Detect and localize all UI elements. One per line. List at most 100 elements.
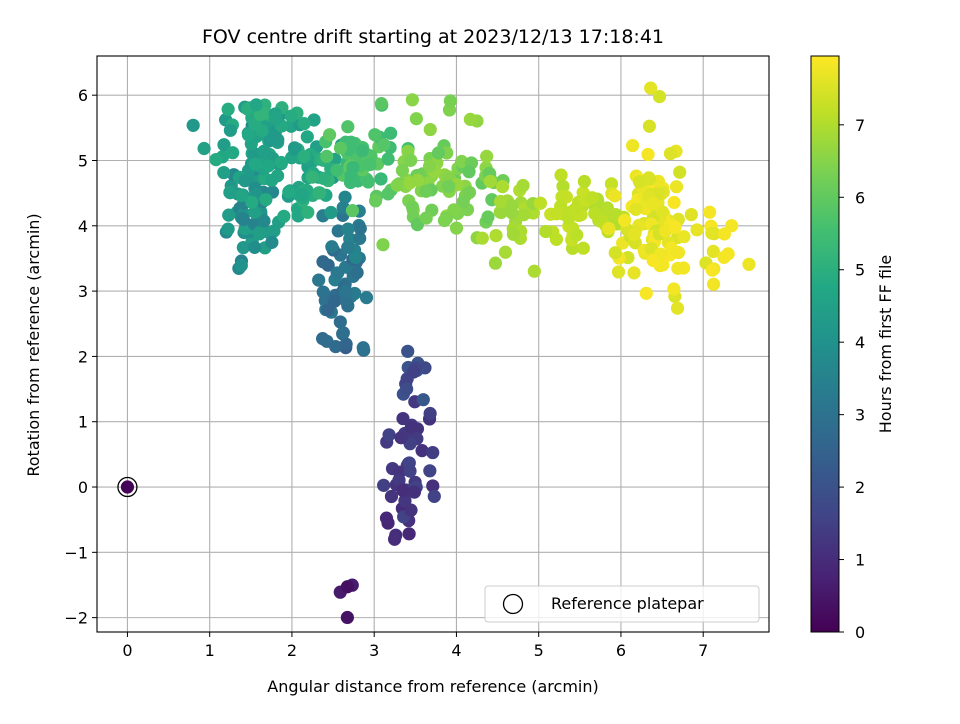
scatter-point — [646, 196, 660, 211]
scatter-point — [670, 301, 685, 315]
scatter-point — [341, 222, 355, 236]
legend: Reference platepar — [484, 585, 760, 623]
scatter-point — [668, 220, 682, 234]
scatter-point — [259, 192, 273, 207]
scatter-point — [489, 228, 503, 243]
scatter-point — [221, 222, 235, 236]
scatter-point — [374, 97, 389, 111]
scatter-point — [556, 179, 570, 193]
scatter-point — [481, 210, 495, 224]
scatter-point — [238, 174, 252, 188]
legend-marker-reference-platepar — [502, 593, 524, 615]
scatter-point — [344, 135, 358, 149]
scatter-point — [357, 343, 371, 357]
scatter-point — [554, 168, 568, 182]
scatter-point — [419, 211, 433, 225]
scatter-point — [629, 202, 643, 216]
legend-box — [484, 585, 760, 623]
scatter-point — [368, 128, 382, 142]
scatter-point — [602, 221, 616, 236]
chart-title: FOV centre drift starting at 2023/12/13 … — [202, 26, 664, 48]
scatter-point — [443, 94, 458, 108]
scatter-point — [248, 205, 262, 219]
scatter-point — [236, 240, 250, 255]
y-tick-label: 1 — [78, 413, 88, 432]
scatter-point — [463, 112, 477, 126]
scatter-point — [325, 240, 339, 254]
scatter-point — [442, 179, 456, 194]
scatter-point — [359, 291, 374, 305]
scatter-point — [221, 102, 235, 116]
scatter-point — [493, 205, 507, 219]
colorbar-tick-label: 3 — [855, 406, 865, 425]
legend-label-reference-platepar: Reference platepar — [551, 594, 704, 613]
scatter-point — [307, 113, 321, 127]
scatter-point — [705, 263, 719, 277]
colorbar-gradient — [810, 55, 840, 633]
scatter-point — [627, 266, 641, 280]
scatter-point — [295, 187, 309, 202]
x-tick-label: 3 — [369, 641, 379, 660]
x-tick-label: 5 — [534, 641, 544, 660]
scatter-point — [401, 344, 415, 358]
scatter-point — [517, 208, 531, 222]
x-axis-label: Angular distance from reference (arcmin) — [267, 677, 598, 696]
scatter-point — [265, 173, 279, 187]
scatter-point — [653, 247, 668, 261]
scatter-point — [297, 149, 311, 164]
scatter-point — [324, 205, 338, 220]
scatter-point — [667, 195, 681, 210]
scatter-point — [671, 261, 685, 275]
scatter-point — [384, 489, 399, 504]
scatter-point — [462, 165, 476, 179]
scatter-point — [671, 245, 686, 260]
scatter-point — [223, 123, 237, 137]
y-axis-ticks: −2 −1 0 1 2 3 4 5 6 — [64, 86, 97, 628]
colorbar-tick-label: 5 — [855, 261, 865, 280]
scatter-point — [396, 483, 410, 497]
scatter-point — [404, 153, 418, 167]
scatter-point — [330, 266, 344, 280]
colorbar-tick-label: 4 — [855, 333, 865, 352]
scatter-point — [475, 231, 489, 245]
scatter-point — [316, 255, 330, 269]
colorbar-tick-label: 2 — [855, 478, 865, 497]
scatter-point — [249, 98, 263, 112]
scatter-point — [569, 202, 583, 216]
scatter-point — [353, 231, 367, 246]
scatter-point — [498, 245, 513, 259]
scatter-point — [405, 93, 419, 107]
scatter-point — [316, 171, 331, 185]
scatter-point — [423, 122, 437, 137]
scatter-point — [353, 221, 367, 236]
y-tick-label: 2 — [78, 347, 88, 366]
scatter-point — [341, 240, 355, 254]
scatter-point — [667, 282, 681, 296]
grid — [97, 56, 769, 632]
scatter-point — [400, 382, 414, 396]
scatter-point — [604, 177, 619, 191]
scatter-point — [690, 223, 704, 237]
scatter-point — [355, 144, 369, 158]
x-tick-label: 7 — [698, 641, 708, 660]
scatter-point — [405, 200, 420, 214]
scatter-point — [655, 205, 670, 219]
scatter-point — [340, 610, 354, 625]
scatter-point — [257, 214, 271, 228]
scatter-point — [632, 175, 647, 189]
scatter-point — [287, 141, 302, 155]
scatter-point — [493, 194, 508, 209]
scatter-point — [706, 244, 720, 259]
scatter-point — [217, 165, 231, 180]
scatter-point — [407, 365, 421, 379]
scatter-point — [402, 527, 416, 541]
scatter-point — [330, 163, 344, 177]
scatter-point — [217, 138, 231, 152]
scatter-point — [721, 247, 735, 261]
plot-frame — [96, 55, 770, 633]
scatter-point — [382, 428, 396, 442]
x-tick-label: 2 — [287, 641, 297, 660]
scatter-point — [339, 284, 353, 298]
scatter-point — [611, 265, 626, 279]
